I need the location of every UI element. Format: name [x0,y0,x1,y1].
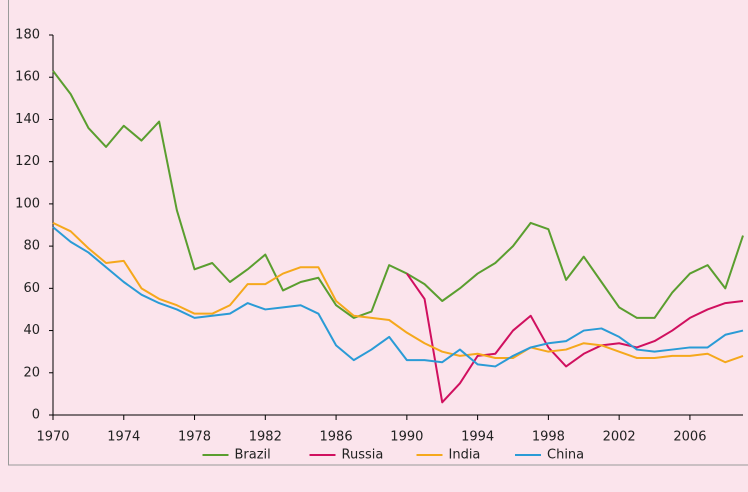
y-tick-label: 80 [23,239,40,254]
series-line [52,70,744,319]
x-tick-label: 1990 [390,430,423,445]
y-tick-label: 160 [15,70,40,85]
legend-label: Russia [342,448,384,463]
chart-border [8,0,748,466]
y-tick-label: 100 [15,196,40,211]
y-tick-label: 140 [15,112,40,127]
legend-label: Brazil [235,448,271,463]
x-tick-label: 1986 [320,430,353,445]
y-tick-label: 120 [15,154,40,169]
series-line [52,221,744,364]
legend-label: China [547,448,584,463]
x-tick-label: 1974 [107,430,140,445]
y-tick-label: 180 [15,28,40,43]
series-line [52,226,744,368]
y-tick-label: 0 [32,408,40,423]
y-tick-label: 40 [23,323,40,338]
x-tick-label: 2006 [673,430,706,445]
x-tick-label: 1998 [532,430,565,445]
x-tick-label: 1994 [461,430,494,445]
series-line [406,272,744,404]
x-tick-label: 1978 [178,430,211,445]
x-tick-label: 1970 [36,430,69,445]
y-tick-label: 20 [23,365,40,380]
x-tick-label: 2002 [603,430,636,445]
x-tick-label: 1982 [249,430,282,445]
y-tick-label: 60 [23,281,40,296]
legend-label: India [449,448,481,463]
